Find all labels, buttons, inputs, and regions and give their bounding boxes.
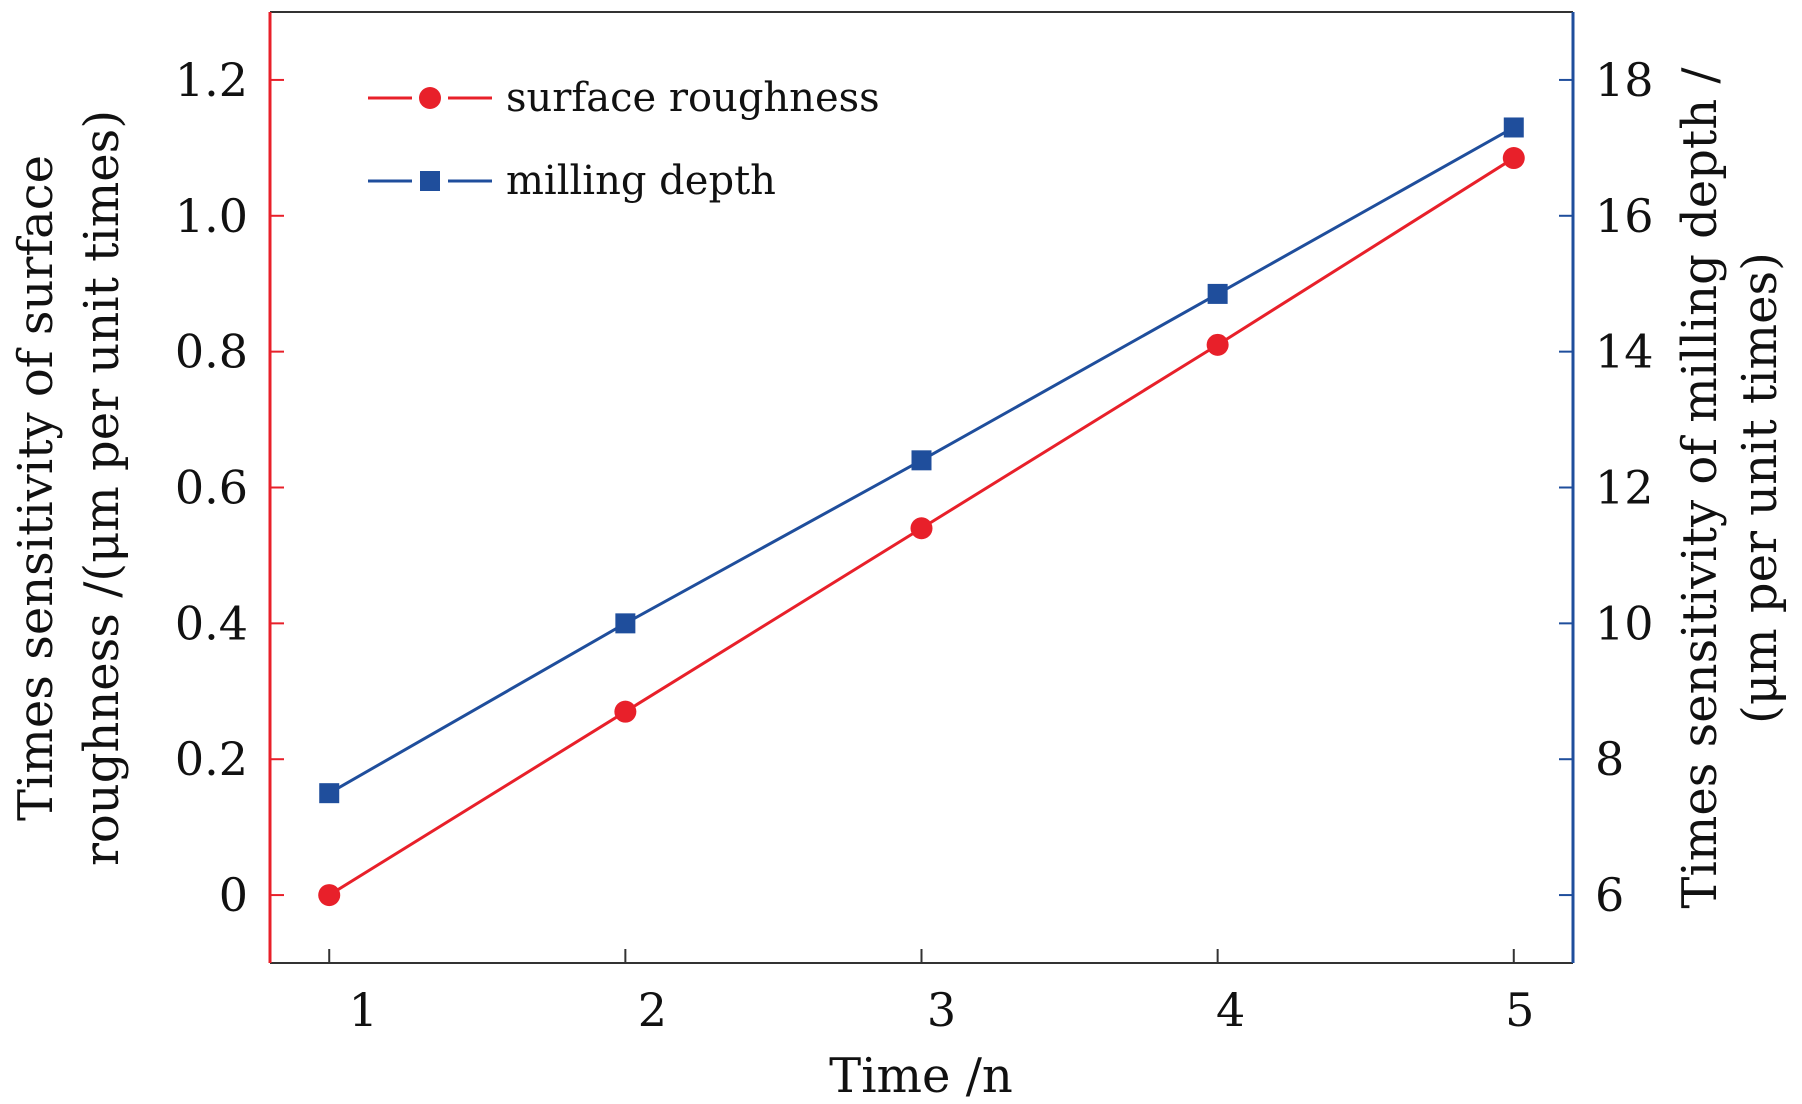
left-y-axis-title-line1: Times sensitivity of surface [8, 155, 64, 821]
data-point-surface-roughness [1502, 147, 1525, 170]
legend-label-surface-roughness: surface roughness [506, 75, 880, 121]
left-y-tick-label: 0.8 [175, 325, 248, 379]
legend-item-milling-depth: milling depth [368, 158, 776, 204]
data-point-milling-depth [911, 450, 932, 471]
data-point-surface-roughness [318, 884, 341, 907]
series-layer [318, 117, 1525, 907]
legend-label-milling-depth: milling depth [506, 158, 776, 204]
right-y-tick-label: 6 [1595, 868, 1624, 922]
left-y-tick-label: 0 [219, 868, 248, 922]
left-y-axis-ticks: 0 0.2 0.4 0.6 0.8 1.0 1.2 [175, 53, 284, 922]
x-axis-ticks: 1 2 3 4 5 [328, 949, 1534, 1037]
data-point-milling-depth [1503, 117, 1524, 138]
plot-frame [268, 11, 1575, 964]
left-y-tick-label: 0.4 [175, 596, 248, 650]
legend-item-surface-roughness: surface roughness [368, 75, 880, 121]
data-point-surface-roughness [614, 700, 637, 723]
x-tick-label: 2 [638, 983, 667, 1037]
right-y-axis-title-line1: Times sensitivity of milling depth / [1672, 67, 1728, 909]
left-y-axis-title: Times sensitivity of surface roughness /… [8, 110, 130, 866]
data-point-milling-depth [1207, 283, 1228, 304]
right-y-axis-title-line2: (μm per unit times) [1732, 252, 1788, 724]
right-y-tick-label: 8 [1595, 732, 1624, 786]
x-tick-label: 3 [927, 983, 956, 1037]
x-axis-title: Time /n [829, 1048, 1013, 1104]
left-y-axis-title-line2: roughness /(μm per unit times) [74, 110, 130, 866]
data-point-surface-roughness [910, 517, 933, 540]
x-tick-label: 1 [349, 983, 378, 1037]
right-y-tick-label: 10 [1595, 596, 1654, 650]
left-y-tick-label: 1.0 [175, 189, 248, 243]
legend-marker-square [420, 171, 440, 191]
data-point-milling-depth [319, 783, 340, 804]
left-y-tick-label: 0.6 [175, 461, 248, 515]
legend: surface roughness milling depth [368, 75, 880, 204]
right-y-tick-label: 12 [1595, 461, 1654, 515]
data-point-milling-depth [615, 613, 636, 634]
left-y-tick-label: 1.2 [175, 53, 248, 107]
x-tick-label: 5 [1505, 983, 1534, 1037]
legend-marker-circle [419, 87, 441, 109]
right-y-tick-label: 14 [1595, 325, 1654, 379]
right-y-axis-title: Times sensitivity of milling depth / (μm… [1672, 67, 1788, 909]
data-point-surface-roughness [1206, 333, 1229, 356]
x-tick-label: 4 [1216, 983, 1245, 1037]
right-y-axis-ticks: 6 8 10 12 14 16 18 [1559, 53, 1654, 922]
right-y-tick-label: 16 [1595, 189, 1654, 243]
left-y-tick-label: 0.2 [175, 732, 248, 786]
right-y-tick-label: 18 [1595, 53, 1654, 107]
